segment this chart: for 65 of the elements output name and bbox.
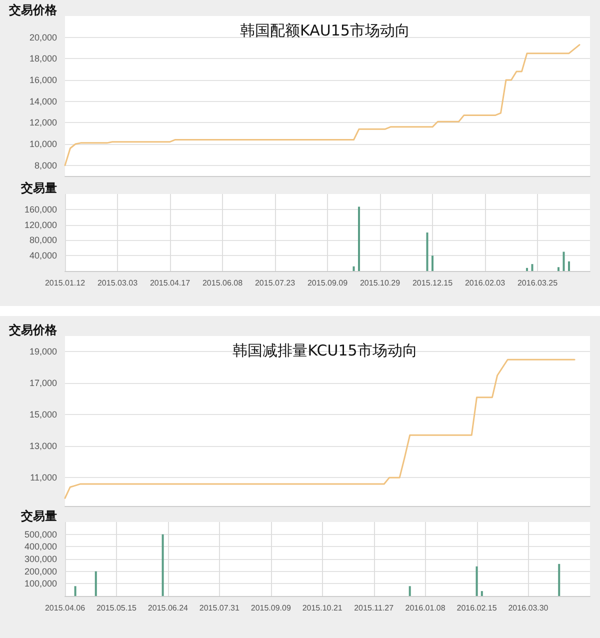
y-axis-title: 交易价格 bbox=[8, 323, 58, 337]
chart-title: 韩国减排量KCU15市场动向 bbox=[232, 342, 418, 360]
x-tick-label: 2015.09.09 bbox=[250, 604, 292, 612]
bar bbox=[162, 534, 164, 596]
y-tick-label: 12,000 bbox=[29, 118, 57, 128]
x-tick-label: 2015.04.17 bbox=[150, 278, 191, 288]
x-tick-label: 2015.10.21 bbox=[302, 604, 343, 612]
x-tick-label: 2015.07.23 bbox=[254, 278, 296, 288]
y-tick-label: 80,000 bbox=[29, 235, 57, 246]
bar bbox=[558, 564, 560, 596]
y-tick-label: 100,000 bbox=[24, 578, 57, 589]
x-tick-label: 2016.02.03 bbox=[464, 278, 506, 288]
line-series bbox=[64, 358, 576, 499]
x-tick-label: 2015.09.09 bbox=[307, 278, 348, 288]
y-tick-label: 20,000 bbox=[29, 32, 57, 42]
y-tick-label: 10,000 bbox=[29, 139, 57, 149]
line-series bbox=[64, 44, 580, 166]
y-axis-title: 交易量 bbox=[20, 181, 57, 195]
y-tick-label: 18,000 bbox=[29, 54, 57, 64]
x-tick-label: 2015.01.12 bbox=[44, 278, 86, 288]
y-tick-label: 400,000 bbox=[24, 542, 57, 552]
bar bbox=[408, 586, 411, 596]
y-tick-label: 8,000 bbox=[34, 160, 57, 170]
bar bbox=[94, 571, 97, 596]
bar bbox=[558, 267, 560, 271]
bar bbox=[352, 266, 355, 271]
bar bbox=[432, 256, 434, 271]
y-tick-label: 16,000 bbox=[29, 75, 57, 85]
y-tick-label: 40,000 bbox=[29, 250, 57, 261]
bar bbox=[531, 264, 534, 271]
y-tick-label: 19,000 bbox=[29, 346, 57, 357]
bar bbox=[568, 261, 570, 271]
bar bbox=[74, 586, 76, 596]
y-tick-label: 200,000 bbox=[24, 566, 57, 576]
bar bbox=[358, 206, 360, 271]
y-tick-label: 160,000 bbox=[24, 204, 57, 214]
x-tick-label: 2015.11.27 bbox=[354, 604, 394, 612]
x-tick-label: 2015.05.15 bbox=[96, 604, 138, 612]
x-tick-label: 2016.03.30 bbox=[508, 604, 549, 612]
y-tick-label: 13,000 bbox=[29, 441, 57, 452]
x-tick-label: 2015.06.24 bbox=[148, 604, 189, 612]
y-tick-label: 500,000 bbox=[24, 529, 57, 540]
bar bbox=[476, 566, 478, 596]
bar bbox=[526, 268, 528, 271]
y-tick-label: 14,000 bbox=[29, 96, 57, 106]
y-tick-label: 120,000 bbox=[24, 220, 57, 230]
x-tick-label: 2016.03.25 bbox=[517, 278, 558, 288]
x-tick-label: 2015.03.03 bbox=[97, 278, 138, 288]
x-tick-label: 2015.12.15 bbox=[412, 278, 454, 288]
y-tick-label: 17,000 bbox=[29, 378, 57, 388]
x-tick-label: 2015.06.08 bbox=[202, 278, 244, 288]
chart-title: 韩国配额KAU15市场动向 bbox=[240, 22, 410, 40]
x-tick-label: 2015.04.06 bbox=[44, 604, 86, 612]
x-tick-label: 2015.07.31 bbox=[199, 604, 240, 612]
y-tick-label: 15,000 bbox=[29, 410, 57, 420]
x-tick-label: 2015.10.29 bbox=[360, 278, 401, 288]
y-tick-label: 11,000 bbox=[30, 472, 57, 483]
x-tick-label: 2016.02.15 bbox=[456, 604, 498, 612]
y-axis-title: 交易量 bbox=[20, 509, 57, 523]
x-tick-label: 2016.01.08 bbox=[405, 604, 446, 612]
bar bbox=[480, 591, 483, 596]
bar bbox=[562, 252, 565, 271]
y-tick-label: 300,000 bbox=[24, 554, 57, 564]
bar bbox=[426, 232, 428, 271]
y-axis-title: 交易价格 bbox=[8, 3, 58, 17]
